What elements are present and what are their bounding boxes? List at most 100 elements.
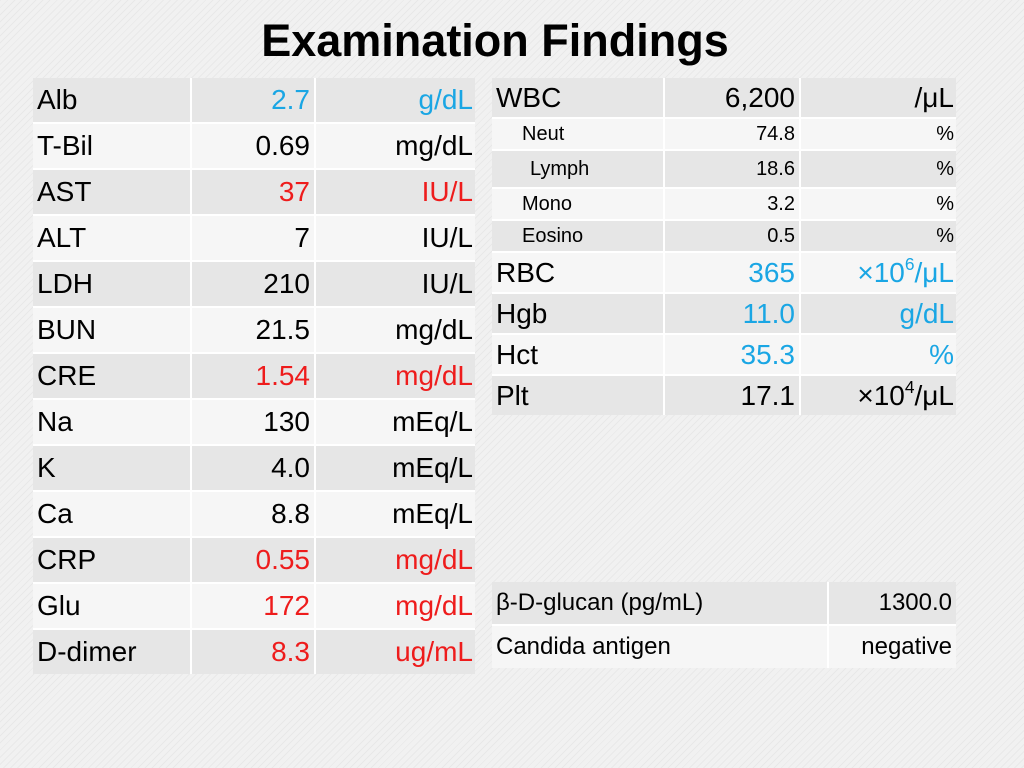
test-unit: IU/L xyxy=(314,260,475,307)
test-name: Alb xyxy=(33,78,191,123)
test-value: 1300.0 xyxy=(827,582,956,625)
test-unit: g/dL xyxy=(799,292,956,334)
test-name: T-Bil xyxy=(33,122,191,169)
test-value: 210 xyxy=(190,260,315,307)
test-value: 4.0 xyxy=(190,444,315,491)
test-unit: ug/mL xyxy=(314,628,475,674)
test-value: 17.1 xyxy=(663,374,800,415)
test-value: 0.69 xyxy=(190,122,315,169)
test-name: β-D-glucan (pg/mL) xyxy=(492,582,828,625)
table-row: AST 37 IU/L xyxy=(33,168,475,215)
test-name: Ca xyxy=(33,490,191,537)
test-value: 365 xyxy=(663,251,800,293)
test-name: CRP xyxy=(33,536,191,583)
test-name: RBC xyxy=(492,251,664,293)
test-value: negative xyxy=(827,624,956,668)
table-row: Mono 3.2 % xyxy=(492,187,956,220)
table-row: Plt 17.1 ×104/μL xyxy=(492,374,956,415)
test-value: 18.6 xyxy=(663,149,800,188)
test-unit: IU/L xyxy=(314,214,475,261)
test-value: 130 xyxy=(190,398,315,445)
test-unit: /μL xyxy=(799,78,956,118)
test-unit: % xyxy=(799,333,956,375)
test-unit: mg/dL xyxy=(314,352,475,399)
table-row: Glu 172 mg/dL xyxy=(33,582,475,629)
test-value: 35.3 xyxy=(663,333,800,375)
test-name: Na xyxy=(33,398,191,445)
test-name: LDH xyxy=(33,260,191,307)
table-row: CRP 0.55 mg/dL xyxy=(33,536,475,583)
table-row: CRE 1.54 mg/dL xyxy=(33,352,475,399)
test-name: Candida antigen xyxy=(492,624,828,668)
test-unit: % xyxy=(799,117,956,150)
hematology-table: WBC 6,200 /μL Neut 74.8 % Lymph 18.6 % M… xyxy=(492,78,956,415)
test-value: 7 xyxy=(190,214,315,261)
test-value: 2.7 xyxy=(190,78,315,123)
fungal-markers-table: β-D-glucan (pg/mL) 1300.0 Candida antige… xyxy=(492,582,956,668)
test-name: BUN xyxy=(33,306,191,353)
test-name: ALT xyxy=(33,214,191,261)
test-value: 1.54 xyxy=(190,352,315,399)
test-name: Hct xyxy=(492,333,664,375)
test-unit: ×106/μL xyxy=(799,251,956,293)
test-value: 8.8 xyxy=(190,490,315,537)
test-unit: g/dL xyxy=(314,78,475,123)
table-row: K 4.0 mEq/L xyxy=(33,444,475,491)
test-value: 6,200 xyxy=(663,78,800,118)
table-row: Alb 2.7 g/dL xyxy=(33,78,475,123)
test-name: Glu xyxy=(33,582,191,629)
test-value: 21.5 xyxy=(190,306,315,353)
test-value: 74.8 xyxy=(663,117,800,150)
test-unit: mg/dL xyxy=(314,306,475,353)
test-name: K xyxy=(33,444,191,491)
test-unit: % xyxy=(799,149,956,188)
table-row: LDH 210 IU/L xyxy=(33,260,475,307)
test-name: D-dimer xyxy=(33,628,191,674)
test-unit: mg/dL xyxy=(314,536,475,583)
test-unit: mEq/L xyxy=(314,398,475,445)
test-name: Hgb xyxy=(492,292,664,334)
table-row: ALT 7 IU/L xyxy=(33,214,475,261)
test-name: Plt xyxy=(492,374,664,415)
test-unit: mEq/L xyxy=(314,490,475,537)
test-value: 11.0 xyxy=(663,292,800,334)
table-row: D-dimer 8.3 ug/mL xyxy=(33,628,475,674)
test-unit: ×104/μL xyxy=(799,374,956,415)
test-name: Lymph xyxy=(492,149,664,188)
test-name: CRE xyxy=(33,352,191,399)
test-name: Mono xyxy=(492,187,664,220)
table-row: Ca 8.8 mEq/L xyxy=(33,490,475,537)
table-row: Hgb 11.0 g/dL xyxy=(492,292,956,334)
table-row: RBC 365 ×106/μL xyxy=(492,251,956,293)
table-row: β-D-glucan (pg/mL) 1300.0 xyxy=(492,582,956,625)
test-value: 0.5 xyxy=(663,219,800,252)
unit-base: ×10 xyxy=(857,379,905,411)
chemistry-table: Alb 2.7 g/dL T-Bil 0.69 mg/dL AST 37 IU/… xyxy=(33,78,475,674)
table-row: Na 130 mEq/L xyxy=(33,398,475,445)
unit-tail: /μL xyxy=(914,256,954,288)
test-value: 3.2 xyxy=(663,187,800,220)
test-unit: IU/L xyxy=(314,168,475,215)
test-value: 172 xyxy=(190,582,315,629)
table-row: Lymph 18.6 % xyxy=(492,149,956,188)
table-row: Eosino 0.5 % xyxy=(492,219,956,252)
test-name: WBC xyxy=(492,78,664,118)
table-row: Candida antigen negative xyxy=(492,624,956,668)
test-value: 8.3 xyxy=(190,628,315,674)
test-name: AST xyxy=(33,168,191,215)
table-row: WBC 6,200 /μL xyxy=(492,78,956,118)
table-row: BUN 21.5 mg/dL xyxy=(33,306,475,353)
test-unit: mg/dL xyxy=(314,582,475,629)
table-row: Hct 35.3 % xyxy=(492,333,956,375)
unit-base: ×10 xyxy=(857,256,905,288)
unit-tail: /μL xyxy=(914,379,954,411)
test-value: 0.55 xyxy=(190,536,315,583)
test-name: Eosino xyxy=(492,219,664,252)
unit-exponent: 6 xyxy=(904,254,915,275)
test-unit: mEq/L xyxy=(314,444,475,491)
test-unit: % xyxy=(799,187,956,220)
test-name: Neut xyxy=(492,117,664,150)
unit-exponent: 4 xyxy=(904,377,915,398)
table-row: T-Bil 0.69 mg/dL xyxy=(33,122,475,169)
test-unit: mg/dL xyxy=(314,122,475,169)
